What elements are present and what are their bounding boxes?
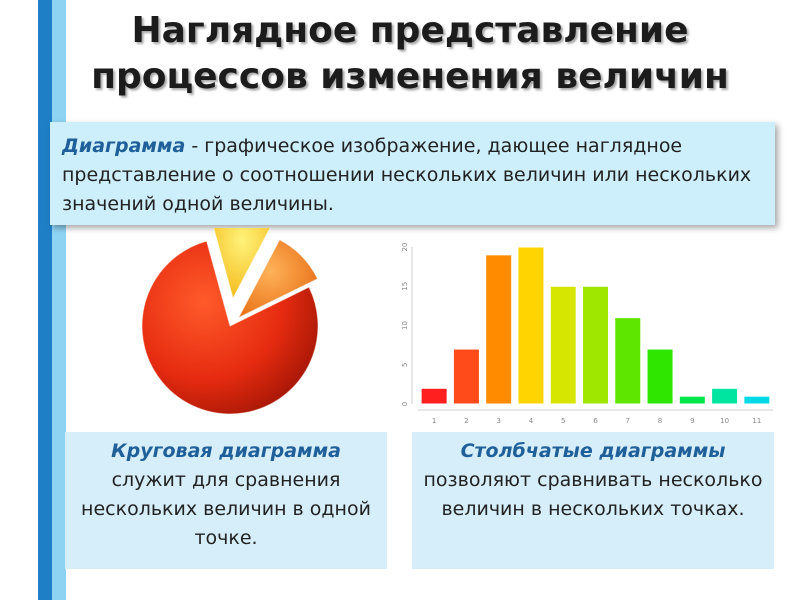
bar-6 xyxy=(582,285,609,405)
bar-9 xyxy=(678,395,706,405)
title-line-2: процессов изменения величин xyxy=(91,56,729,97)
y-tick-label: 0 xyxy=(401,402,409,406)
x-tick-label: 7 xyxy=(626,417,630,425)
bar-5 xyxy=(549,285,577,405)
bar-caption-text: позволяют сравнивать несколько величин в… xyxy=(423,469,763,520)
definition-text: - графическое изображение, дающее нагляд… xyxy=(62,135,752,215)
slide-title: Наглядное представление процессов измене… xyxy=(60,8,760,100)
bar-caption-title: Столбчатые диаграммы xyxy=(460,440,726,462)
bar-7 xyxy=(614,317,642,405)
bar-2 xyxy=(452,348,480,405)
y-tick-label: 10 xyxy=(401,321,409,330)
x-tick-label: 8 xyxy=(658,417,662,425)
bar-10 xyxy=(711,387,739,405)
x-tick-label: 1 xyxy=(432,417,436,425)
pie-slice-1 xyxy=(141,240,319,415)
pie-slice-3 xyxy=(237,239,319,319)
bar-8 xyxy=(646,348,674,405)
x-tick-label: 11 xyxy=(752,417,761,425)
x-tick-label: 5 xyxy=(561,417,565,425)
x-tick-label: 10 xyxy=(720,417,729,425)
bar-chart: 0 5 10 15 20 1 2 3 4 5 6 7 8 9 10 11 xyxy=(401,243,773,425)
bar-11 xyxy=(743,395,771,405)
definition-term: Диаграмма xyxy=(62,135,186,157)
pie-caption-text: служит для сравнения нескольких величин … xyxy=(81,469,371,549)
x-tick-label: 9 xyxy=(690,417,694,425)
x-tick-label: 4 xyxy=(529,417,534,425)
y-tick-label: 15 xyxy=(401,282,409,291)
x-tick-label: 6 xyxy=(593,417,598,425)
title-line-1: Наглядное представление xyxy=(131,10,689,51)
x-tick-label: 3 xyxy=(496,417,500,425)
pie-caption-title: Круговая диаграмма xyxy=(111,440,341,462)
pie-slice-2 xyxy=(213,228,271,300)
x-tick-label: 2 xyxy=(464,417,468,425)
y-tick-label: 20 xyxy=(401,243,409,252)
bar-caption-box: Столбчатые диаграммы позволяют сравниват… xyxy=(412,432,774,569)
y-tick-label: 5 xyxy=(401,363,409,367)
bar-1 xyxy=(420,387,448,405)
pie-chart xyxy=(141,228,319,415)
bar-4 xyxy=(517,246,545,405)
pie-caption-box: Круговая диаграмма служит для сравнения … xyxy=(65,432,387,569)
left-accent-stripe-dark xyxy=(38,0,52,600)
bar-3 xyxy=(485,254,513,405)
definition-box: Диаграмма - графическое изображение, даю… xyxy=(50,122,775,225)
